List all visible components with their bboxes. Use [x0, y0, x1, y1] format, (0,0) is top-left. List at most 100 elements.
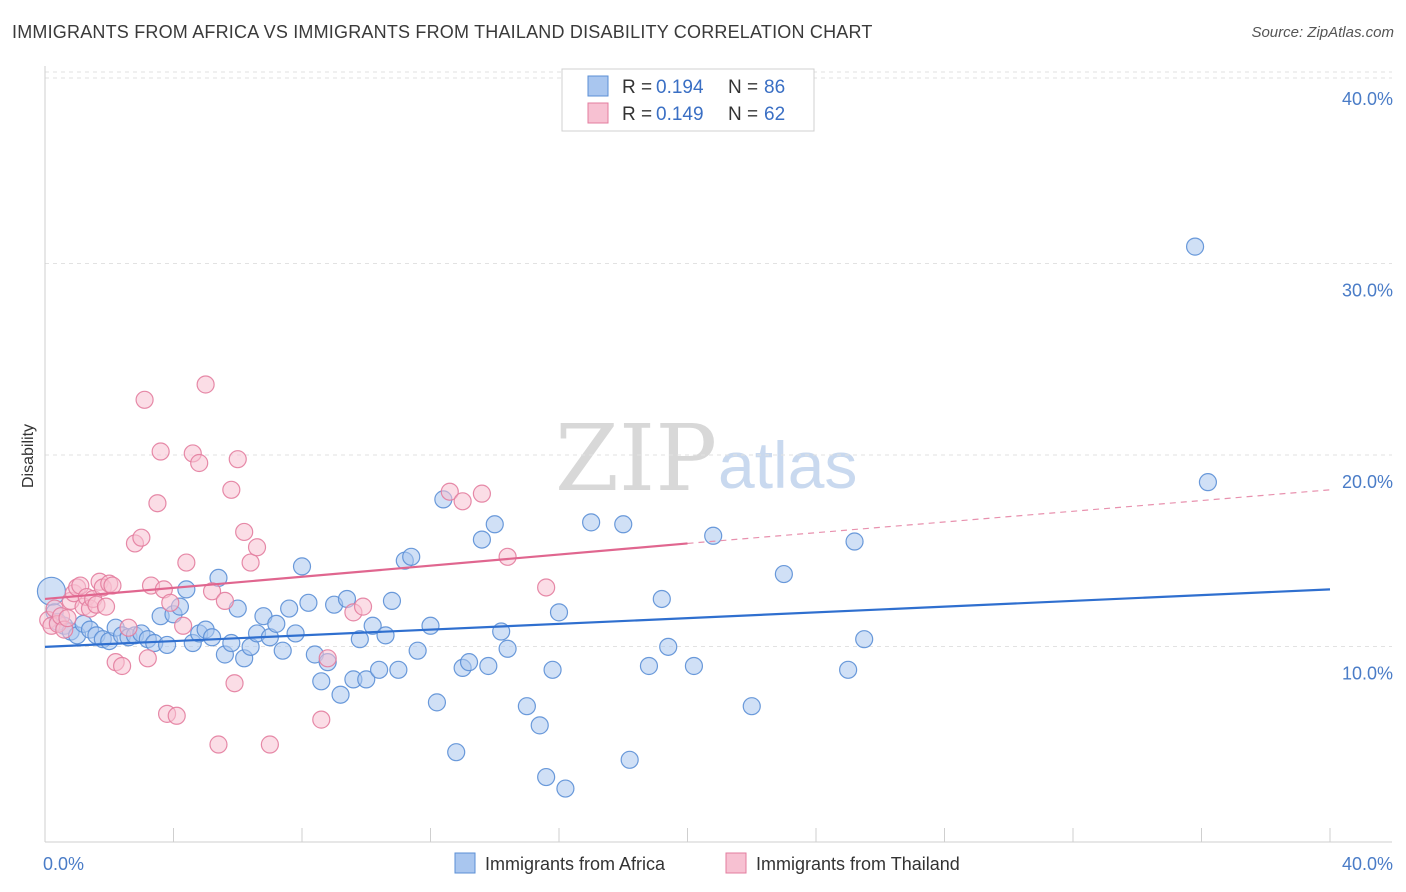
thailand-point [235, 522, 254, 542]
trend-line-africa [44, 588, 1331, 648]
y-tick-label-20: 20.0% [1342, 472, 1393, 492]
y-tick-label-30: 30.0% [1342, 281, 1393, 301]
tick-labels: 10.0% 20.0% 30.0% 40.0% 0.0% 40.0% [43, 89, 1393, 874]
thailand-point [318, 649, 337, 668]
africa-point [408, 641, 427, 660]
africa-point [652, 589, 671, 609]
thailand-point [225, 674, 244, 693]
source-label: Source: ZipAtlas.com [1251, 24, 1394, 41]
trend-line-thailand [44, 542, 688, 601]
watermark-zip: ZIP [555, 405, 717, 512]
africa-point [421, 616, 440, 635]
thailand-point [112, 656, 132, 676]
africa-point [376, 626, 395, 645]
watermark-atlas: atlas [718, 428, 857, 502]
chart-title: IMMIGRANTS FROM AFRICA VS IMMIGRANTS FRO… [12, 22, 873, 42]
thailand-point [247, 538, 267, 557]
africa-point [556, 779, 575, 798]
thailand-point [161, 593, 180, 612]
africa-point [1198, 473, 1218, 492]
africa-point [273, 641, 292, 660]
legend-n-label-africa: N = [728, 77, 758, 98]
thailand-point [260, 735, 279, 754]
thailand-point [135, 390, 154, 409]
thailand-point [190, 453, 209, 473]
africa-point [498, 639, 517, 658]
legend-box: R = 0.194 N = 86 R = 0.149 N = 62 [561, 68, 815, 132]
africa-point [742, 697, 761, 716]
africa-point [292, 557, 312, 576]
africa-point [845, 532, 864, 551]
thailand-point [215, 591, 234, 610]
africa-point [389, 660, 408, 679]
africa-point [331, 685, 350, 704]
africa-point [839, 660, 858, 679]
legend-r-label-africa: R = [622, 77, 652, 98]
africa-point [222, 633, 241, 653]
africa-point [363, 616, 382, 635]
thailand-point [103, 576, 122, 595]
africa-point [582, 513, 601, 532]
trend-lines [44, 489, 1331, 648]
africa-point [370, 660, 389, 679]
thailand-point [440, 482, 459, 501]
africa-point [447, 743, 466, 762]
africa-point [312, 672, 331, 691]
thailand-point [177, 553, 196, 572]
africa-point [280, 599, 299, 618]
bottom-legend-label-africa: Immigrants from Africa [485, 854, 666, 874]
africa-point [530, 716, 549, 735]
africa-point [517, 697, 536, 716]
thailand-point [151, 442, 170, 461]
africa-point [659, 637, 678, 656]
thailand-point [196, 375, 215, 394]
africa-point [472, 530, 491, 549]
legend-n-value-thailand: 62 [764, 104, 785, 125]
thailand-point [58, 609, 77, 628]
africa-point [177, 580, 196, 599]
africa-point [639, 656, 659, 676]
africa-point [774, 564, 793, 584]
y-axis-label: Disability [20, 424, 37, 488]
africa-point [537, 767, 556, 787]
thailand-point [96, 597, 116, 616]
africa-point [286, 624, 305, 643]
thailand-point [222, 480, 241, 499]
y-tick-label-10: 10.0% [1342, 664, 1393, 684]
trend-line-thailand-projection [687, 489, 1331, 545]
legend-n-value-africa: 86 [764, 77, 785, 98]
bottom-legend-swatch-africa [454, 852, 476, 874]
y-tick-label-40: 40.0% [1342, 89, 1393, 109]
legend-r-value-africa: 0.194 [656, 77, 704, 98]
thailand-point [119, 618, 138, 637]
thailand-point [228, 450, 247, 469]
africa-point [684, 656, 704, 676]
axes [44, 66, 1392, 843]
legend-n-label-thailand: N = [728, 104, 758, 125]
thailand-point [148, 494, 167, 513]
thailand-point [167, 706, 186, 725]
thailand-point [498, 547, 517, 566]
thailand-point [472, 484, 491, 503]
africa-point [299, 593, 318, 612]
thailand-point [353, 597, 373, 616]
legend-r-value-thailand: 0.149 [656, 104, 704, 125]
africa-point [402, 547, 421, 566]
africa-point [350, 630, 369, 649]
africa-point [1185, 237, 1205, 256]
bottom-legend-swatch-thailand [725, 852, 747, 874]
thailand-point [202, 582, 222, 601]
legend-swatch-thailand [587, 102, 609, 124]
legend-r-label-thailand: R = [622, 104, 652, 125]
x-tick-label-min: 0.0% [43, 854, 84, 874]
x-tick-label-max: 40.0% [1342, 854, 1393, 874]
thailand-point [138, 649, 157, 668]
africa-point [479, 656, 498, 676]
africa-point [549, 603, 569, 622]
legend-swatch-africa [587, 75, 609, 97]
thailand-point [241, 553, 260, 572]
africa-point [704, 526, 723, 545]
africa-point [485, 515, 504, 534]
africa-point [614, 515, 633, 534]
